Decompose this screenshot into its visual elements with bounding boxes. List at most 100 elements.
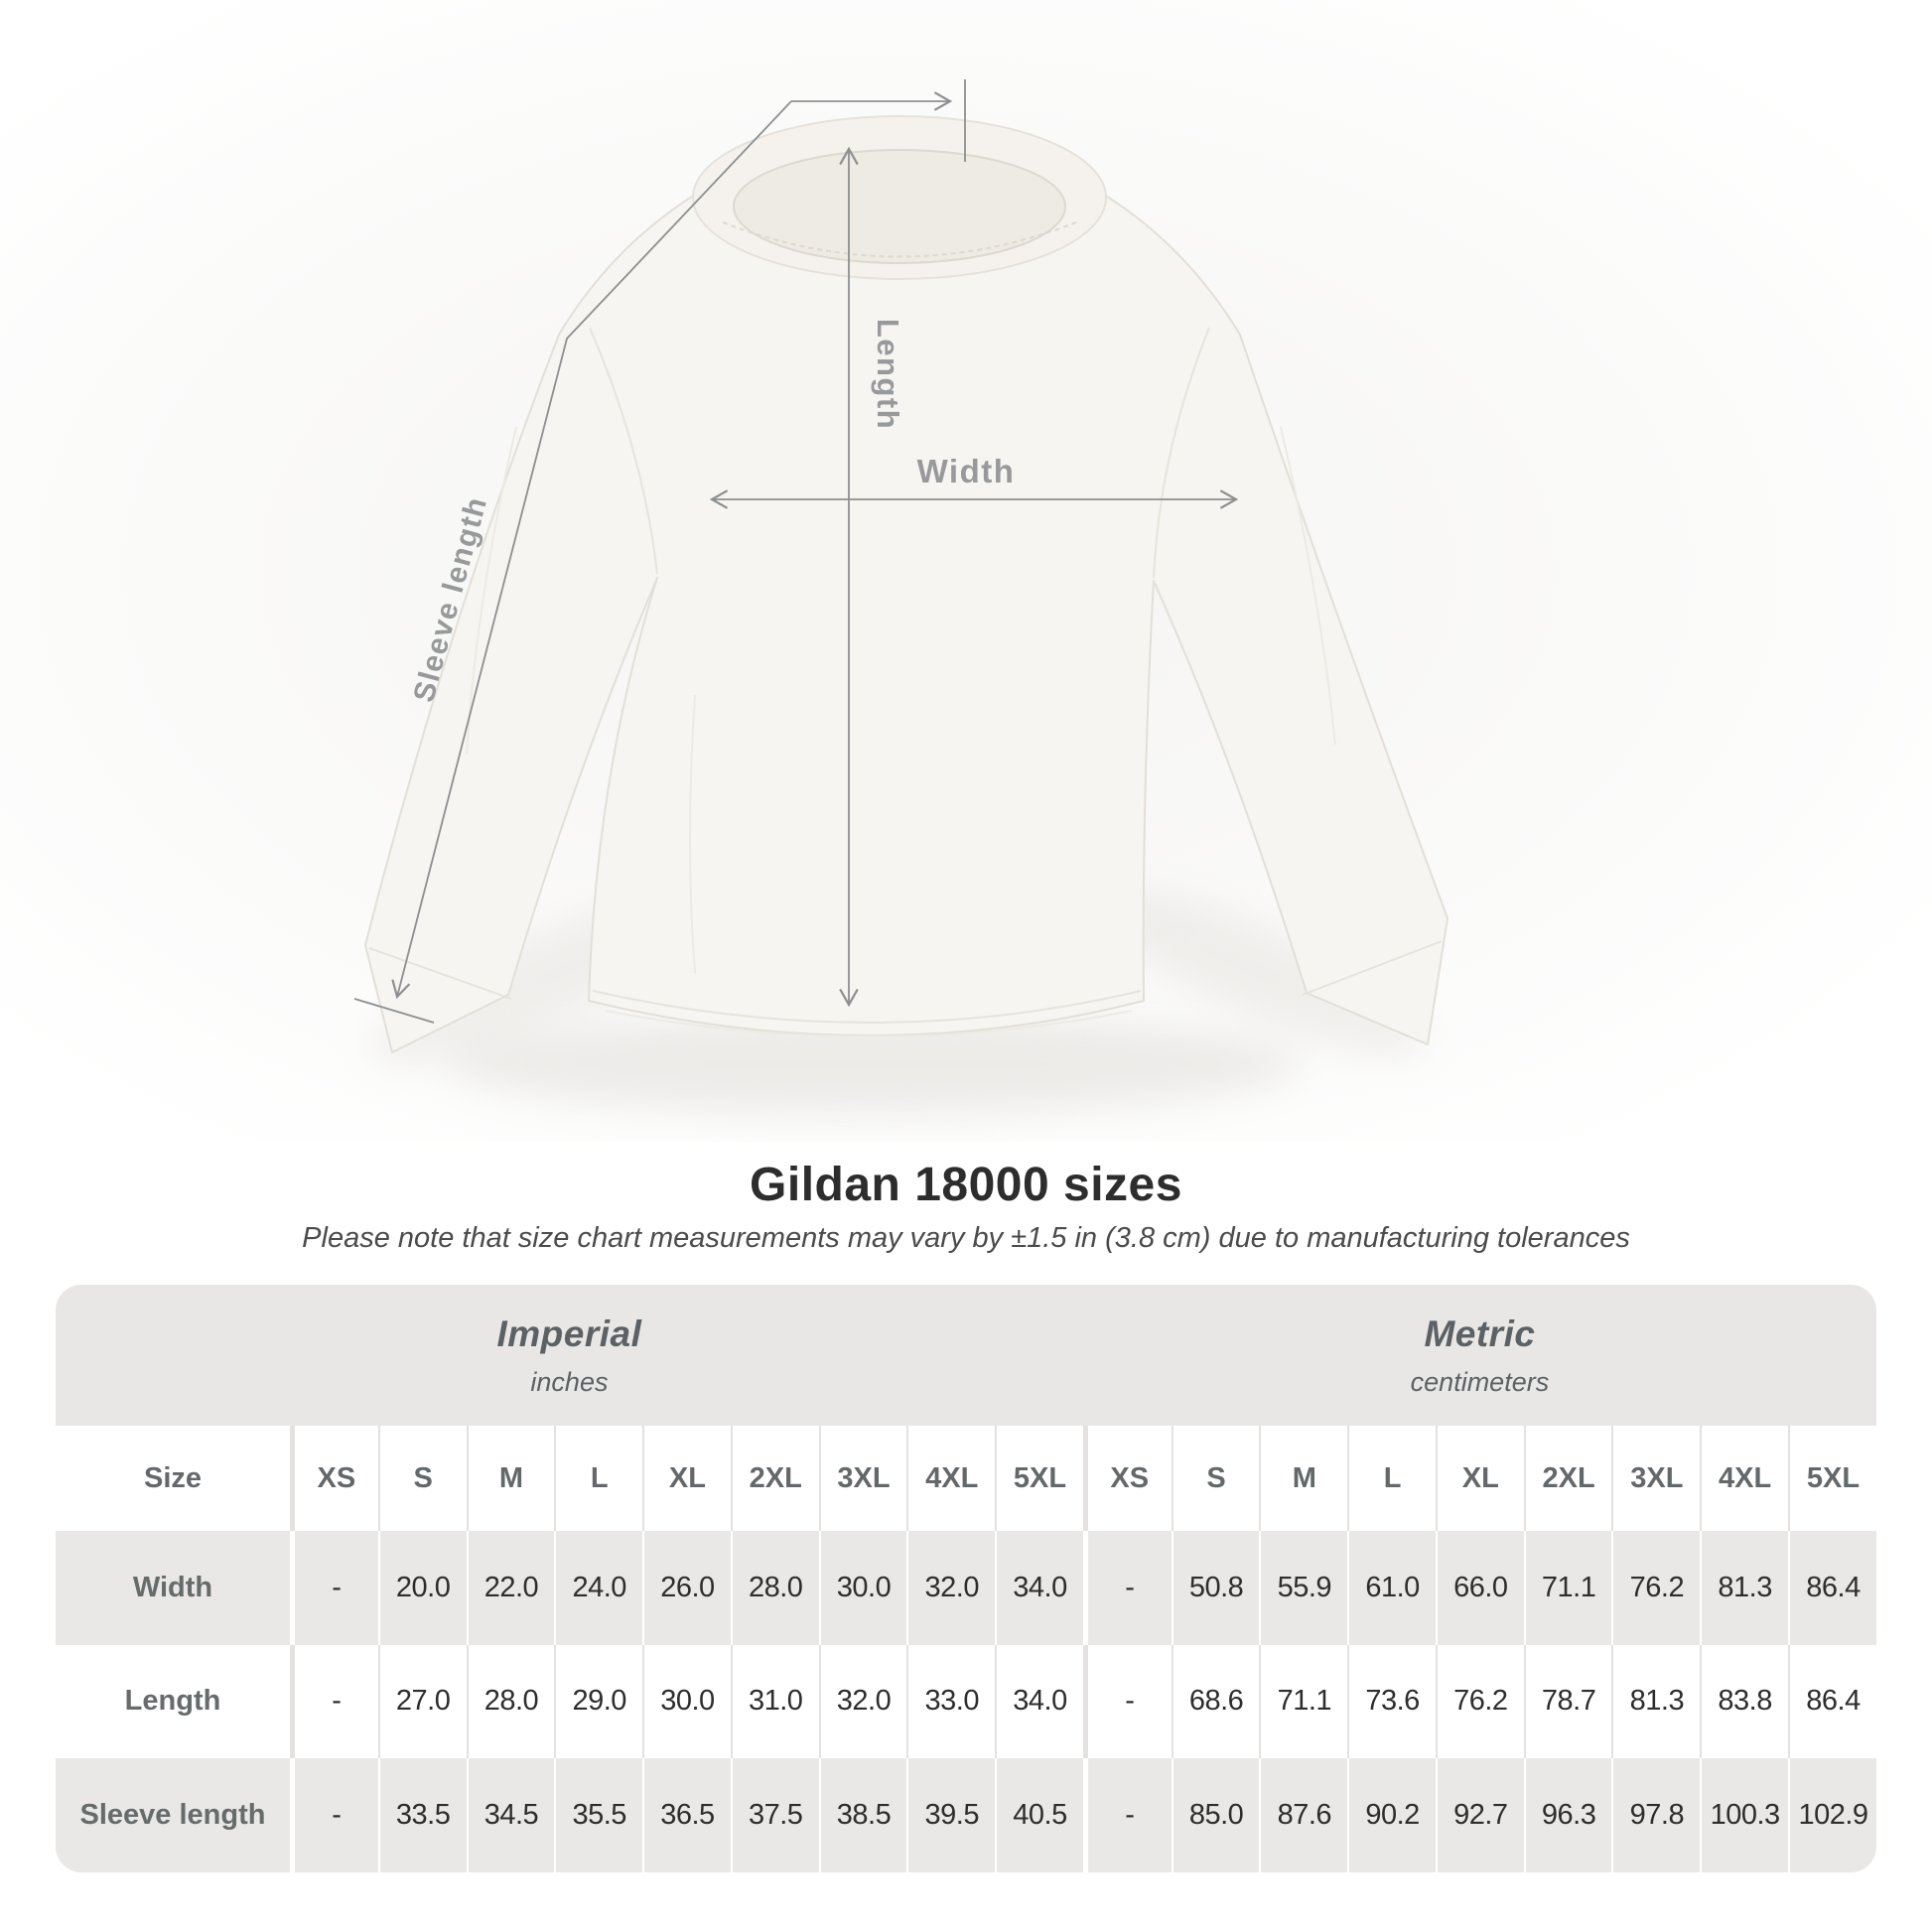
size-column-header: Size [56, 1426, 290, 1531]
size-chart-container: Imperial inches Metric centimeters Size X… [56, 1285, 1876, 1872]
metric-value-cell: 76.2 [1435, 1644, 1524, 1759]
imperial-value-cell: 39.5 [906, 1758, 996, 1872]
imperial-value-cell: 34.0 [995, 1531, 1083, 1645]
metric-value-cell: 66.0 [1435, 1531, 1524, 1645]
metric-size-header: XS [1082, 1426, 1172, 1531]
imperial-value-cell: 32.0 [818, 1644, 907, 1759]
measurement-lines [353, 79, 1239, 1024]
imperial-value-cell: 32.0 [906, 1531, 996, 1645]
imperial-label: Imperial [496, 1312, 642, 1354]
metric-value-cell: - [1082, 1531, 1172, 1645]
metric-value-cell: 86.4 [1788, 1531, 1876, 1645]
metric-size-header: XL [1435, 1426, 1524, 1531]
imperial-group-header: Imperial inches [56, 1285, 1083, 1426]
imperial-value-cell: 35.5 [554, 1758, 643, 1872]
metric-value-cell: 50.8 [1171, 1531, 1260, 1645]
measurement-row: Length -27.0 28.0 29.0 30.0 31.0 32.0 33.0 34.0-… [56, 1644, 1876, 1759]
metric-value-cell: 97.8 [1611, 1758, 1701, 1872]
metric-value-cell: 96.3 [1523, 1758, 1612, 1872]
imperial-size-header: L [554, 1426, 643, 1531]
imperial-size-header: XL [642, 1426, 731, 1531]
imperial-value-cell: - [290, 1758, 378, 1872]
metric-value-cell: 81.3 [1611, 1644, 1701, 1759]
metric-size-header: 3XL [1611, 1426, 1701, 1531]
imperial-value-cell: 22.0 [466, 1531, 555, 1645]
heading-block: Gildan 18000 sizes Please note that size… [0, 1158, 1932, 1255]
metric-value-cell: 85.0 [1171, 1758, 1260, 1872]
metric-value-cell: 68.6 [1171, 1644, 1260, 1759]
metric-size-header: 4XL [1700, 1426, 1789, 1531]
imperial-value-cell: 33.5 [377, 1758, 467, 1872]
metric-group-header: Metric centimeters [1082, 1285, 1876, 1426]
metric-size-header: 2XL [1523, 1426, 1612, 1531]
imperial-size-header: M [466, 1426, 555, 1531]
imperial-value-cell: 28.0 [466, 1644, 555, 1759]
imperial-value-cell: 40.5 [995, 1758, 1083, 1872]
product-measurement-diagram: Length Width Sleeve length [0, 0, 1932, 1142]
metric-value-cell: 83.8 [1700, 1644, 1789, 1759]
size-header-row: Size XS S M L XL 2XL 3XL 4XL 5XL XS S M L XL 2XL 3XL 4XL 5… [56, 1426, 1876, 1531]
imperial-value-cell: 20.0 [377, 1531, 467, 1645]
measurement-row-label: Sleeve length [56, 1758, 290, 1872]
imperial-unit: inches [530, 1366, 609, 1397]
metric-value-cell: 76.2 [1611, 1531, 1701, 1645]
unit-group-row: Imperial inches Metric centimeters [56, 1285, 1876, 1426]
metric-size-header: 5XL [1788, 1426, 1876, 1531]
imperial-value-cell: - [290, 1644, 378, 1759]
imperial-value-cell: 34.0 [995, 1644, 1083, 1759]
imperial-size-header: 4XL [906, 1426, 996, 1531]
sleeve-length-line [391, 100, 792, 1000]
imperial-size-header: S [377, 1426, 467, 1531]
imperial-value-cell: 30.0 [818, 1531, 907, 1645]
imperial-value-cell: 30.0 [642, 1644, 731, 1759]
sweatshirt-illustration [364, 115, 1449, 1053]
size-chart-table: Imperial inches Metric centimeters Size X… [56, 1285, 1876, 1872]
imperial-value-cell: 28.0 [730, 1531, 819, 1645]
metric-value-cell: 73.6 [1347, 1644, 1436, 1759]
metric-size-header: M [1259, 1426, 1348, 1531]
measurement-row-label: Width [56, 1531, 290, 1645]
imperial-value-cell: 34.5 [466, 1758, 555, 1872]
metric-value-cell: 100.3 [1700, 1758, 1789, 1872]
metric-value-cell: 87.6 [1259, 1758, 1348, 1872]
imperial-value-cell: 31.0 [730, 1644, 819, 1759]
imperial-size-header: XS [290, 1426, 378, 1531]
metric-value-cell: 102.9 [1788, 1758, 1876, 1872]
imperial-value-cell: 29.0 [554, 1644, 643, 1759]
imperial-value-cell: 37.5 [730, 1758, 819, 1872]
garment-seams [368, 327, 1443, 1024]
imperial-size-header: 2XL [730, 1426, 819, 1531]
imperial-size-header: 3XL [818, 1426, 907, 1531]
metric-value-cell: 61.0 [1347, 1531, 1436, 1645]
metric-value-cell: 90.2 [1347, 1758, 1436, 1872]
imperial-value-cell: - [290, 1531, 378, 1645]
sweatshirt-diagram: Length Width Sleeve length [0, 0, 1932, 1142]
sleeve-end-tick [353, 998, 435, 1024]
metric-value-cell: 81.3 [1700, 1531, 1789, 1645]
metric-label: Metric [1424, 1312, 1536, 1354]
page-title: Gildan 18000 sizes [750, 1159, 1182, 1211]
imperial-value-cell: 33.0 [906, 1644, 996, 1759]
measurement-row: Width -20.0 22.0 24.0 26.0 28.0 30.0 32.0 34.0-5… [56, 1531, 1876, 1645]
metric-value-cell: - [1082, 1644, 1172, 1759]
metric-value-cell: 92.7 [1435, 1758, 1524, 1872]
metric-size-header: L [1347, 1426, 1436, 1531]
imperial-value-cell: 26.0 [642, 1531, 731, 1645]
imperial-size-header: 5XL [995, 1426, 1083, 1531]
imperial-value-cell: 27.0 [377, 1644, 467, 1759]
collar-inner [733, 149, 1066, 264]
length-label: Length [871, 319, 905, 430]
metric-size-header: S [1171, 1426, 1260, 1531]
imperial-value-cell: 24.0 [554, 1531, 643, 1645]
metric-value-cell: 55.9 [1259, 1531, 1348, 1645]
measurement-row: Sleeve length -33.5 34.5 35.5 36.5 37.5 38.5 39… [56, 1758, 1876, 1872]
metric-value-cell: 71.1 [1523, 1531, 1612, 1645]
sweatshirt-body [364, 142, 1449, 1053]
metric-unit: centimeters [1410, 1366, 1550, 1397]
measurement-row-label: Length [56, 1644, 290, 1759]
metric-value-cell: 71.1 [1259, 1644, 1348, 1759]
imperial-value-cell: 38.5 [818, 1758, 907, 1872]
imperial-value-cell: 36.5 [642, 1758, 731, 1872]
metric-value-cell: 86.4 [1788, 1644, 1876, 1759]
collar-stitching [722, 221, 1077, 258]
